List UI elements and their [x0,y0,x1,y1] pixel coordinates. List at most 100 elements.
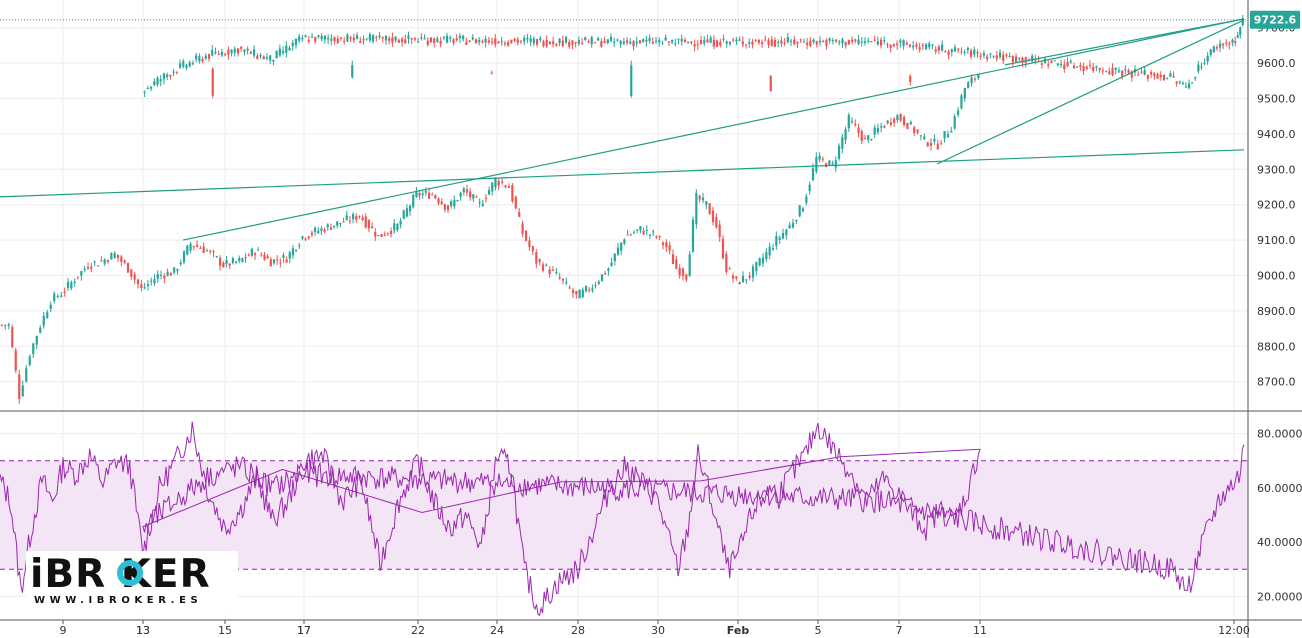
candle-body [953,116,956,129]
candle-body [568,41,571,47]
candle-body [278,48,281,56]
candle-body [934,49,937,52]
candle-body [1225,42,1228,44]
candle-body [1124,69,1127,71]
candle-body [1011,56,1014,63]
candle-body [247,255,250,257]
candle-body [863,41,867,44]
candle-body [764,39,767,41]
candle-body [162,73,166,80]
candle-body [731,275,735,279]
candle-body [801,208,805,212]
candle-body [209,250,212,252]
candle-body [439,40,442,45]
candle-body [701,197,705,201]
candle-body [453,199,456,207]
rsi-line [0,421,1245,617]
candle-body [436,38,439,42]
candle-body [591,288,594,291]
candle-body [449,37,452,39]
candle-body [394,36,397,41]
candle-body [307,39,310,42]
candle-body [860,41,863,43]
candle-body [629,234,632,236]
price-tag-label: 9722.6 [1254,14,1297,27]
candle-body [545,264,548,266]
candle-body [718,224,721,238]
candle-body [1021,57,1024,63]
candle-body [352,37,355,41]
candle-body [396,223,399,231]
candle-body [771,248,775,250]
candle-body [687,41,690,44]
candle-body [35,335,38,345]
candle-body [279,262,282,264]
candle-body [979,55,982,57]
candle-body [986,56,989,60]
candle-body [317,35,320,38]
x-tick-label: 13 [136,624,150,637]
candle-body [339,222,342,224]
candle-body [933,138,936,142]
candle-body [484,198,488,200]
candle-body [1114,67,1117,70]
candle-body [715,216,718,228]
candle-body [956,110,960,115]
candle-body [243,49,246,52]
candle-body [397,39,400,43]
candle-body [407,35,410,39]
candle-body [847,115,850,129]
candle-body [960,95,963,109]
candle-body [834,39,838,42]
candle-body [192,245,195,247]
candle-body [619,40,622,45]
candle-body [578,289,581,299]
candle-body [1162,74,1166,81]
candle-body [690,41,693,43]
candle-body [648,38,651,42]
candle-body [365,38,368,40]
candle-body [301,37,304,40]
candle-body [217,53,220,55]
candle-body [1194,77,1197,79]
candle-body [844,42,847,46]
candle-body [281,51,285,53]
candle-body [879,39,883,46]
candle-body [529,38,532,42]
candle-body [320,36,323,40]
candle-body [751,41,754,45]
candle-body [351,65,354,78]
candle-body [668,245,671,251]
candle-body [364,216,367,228]
candle-body [421,193,424,196]
candle-body [511,184,514,202]
candle-body [738,39,741,41]
candle-body [339,37,343,39]
price-tick-label: 9400.0 [1257,128,1296,141]
candle-body [433,38,436,43]
x-tick-label: 9 [60,624,67,637]
candle-body [837,145,841,160]
candle-body [418,193,421,196]
candle-body [106,260,110,263]
candle-body [831,163,834,165]
candle-body [149,86,153,89]
candle-body [626,234,629,236]
candle-body [638,40,642,44]
candle-body [413,38,417,40]
candle-body [545,39,548,47]
candle-body [825,39,828,46]
candle-body [909,76,912,83]
candle-body [795,220,798,222]
candle-body [860,130,863,141]
candle-body [548,269,551,275]
candle-body [902,117,906,125]
candle-body [658,40,661,43]
candle-body [1005,54,1008,56]
candle-body [272,59,275,62]
candle-body [597,281,600,284]
candle-body [172,71,175,73]
candle-body [584,285,588,292]
candle-body [7,324,10,326]
